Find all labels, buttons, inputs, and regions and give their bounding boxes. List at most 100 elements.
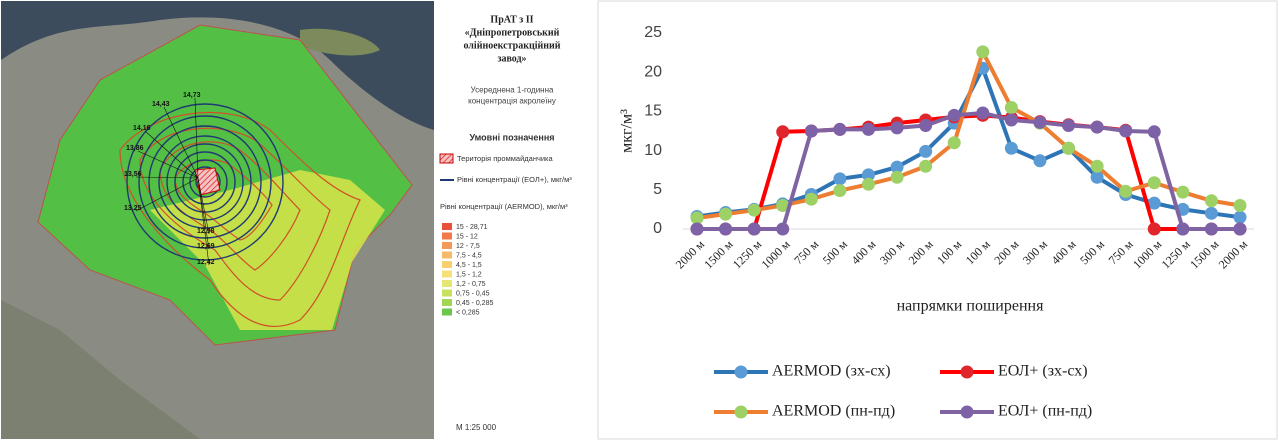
data-point [1148,176,1161,189]
data-point [1234,223,1247,236]
legend-item-label: 15 - 12 [456,233,478,240]
y-tick-label: 15 [644,103,662,120]
legend-item-label: 0,45 - 0,285 [456,300,493,307]
data-point [719,208,732,221]
y-axis-label: мкг/м³ [619,109,636,153]
data-point [1033,116,1046,129]
data-point [1005,114,1018,127]
contour-label: 12,42 [197,259,215,266]
data-point [1062,142,1075,155]
data-point [1091,160,1104,173]
data-point [976,106,989,119]
data-point [1234,199,1247,212]
legend-item-label: 7,5 - 4,5 [456,252,482,259]
legend-label: AERMOD (зх-сх) [772,363,891,380]
data-point [805,125,818,138]
legend-marker [735,406,748,419]
data-point [1205,223,1218,236]
data-point [1148,223,1161,236]
legend-swatch [442,261,452,268]
legend-label: AERMOD (пн-пд) [772,403,895,420]
data-point [1062,119,1075,132]
data-point [948,136,961,149]
data-point [1176,223,1189,236]
aermod-label: Рівні концентрації (AERMOD), мкг/м³ [440,202,568,211]
data-point [919,160,932,173]
data-point [1205,207,1218,220]
data-point [862,178,875,191]
legend-swatch [442,280,452,287]
legend-marker [961,406,974,419]
legend-swatch [442,252,452,259]
legend-item-label: < 0,285 [456,309,480,316]
y-tick-label: 25 [644,24,662,41]
map: 14,7314,4314,1613,8613,5613,2512,9812,69… [1,1,434,439]
data-point [1234,211,1247,224]
data-point [805,193,818,206]
data-point [1119,125,1132,138]
data-point [1176,186,1189,199]
legend-item-label: 4,5 - 1,5 [456,262,482,269]
legend-item-label: 1,5 - 1,2 [456,271,482,278]
data-point [719,223,732,236]
page: 14,7314,4314,1613,8613,5613,2512,9812,69… [0,0,1279,441]
data-point [1119,185,1132,198]
data-point [748,223,761,236]
y-tick-label: 20 [644,63,662,80]
legend-swatch [442,290,452,297]
data-point [1005,101,1018,114]
legend-label: ЕОЛ+ (зх-сх) [998,363,1088,380]
contour-label: 13,25 [124,205,142,212]
y-tick-label: 5 [653,181,662,198]
legend-marker [961,366,974,379]
legend-swatch [442,309,452,316]
data-point [948,109,961,122]
data-point [976,45,989,58]
site-swatch [440,154,453,163]
legend-item-label: 15 - 28,71 [456,224,488,231]
legend-swatch [442,271,452,278]
legend-title: Умовні позначення [469,132,554,142]
data-point [748,204,761,217]
data-point [891,121,904,134]
legend-item-label: 12 - 7,5 [456,243,480,250]
x-axis-label: напрямки поширення [897,298,1045,315]
contour-label: 12,69 [197,243,215,250]
data-point [691,223,704,236]
data-point [1205,194,1218,207]
site-label: Територія проммайданчика [457,154,554,163]
legend-marker [735,366,748,379]
y-tick-label: 0 [653,220,662,237]
contour-label: 14,16 [133,125,151,132]
map-title-text: ПрАТ з ІІ«Дніпропетровськийолійноекстрак… [463,15,560,65]
legend-swatch [442,233,452,240]
legend-items: 15 - 28,71 15 - 12 12 - 7,5 7,5 - 4,5 4,5 - … [442,223,493,316]
data-point [833,184,846,197]
eol-label: Рівні концентрації (ЕОЛ+), мкг/м³ [457,175,572,184]
data-point [833,172,846,185]
legend-item-label: 0,75 - 0,45 [456,290,490,297]
data-point [1033,154,1046,167]
data-point [1005,142,1018,155]
data-point [1148,125,1161,138]
y-tick-label: 10 [644,142,662,159]
data-point [833,123,846,136]
data-point [919,145,932,158]
legend-swatch [442,299,452,306]
legend-swatch [442,223,452,230]
data-point [919,119,932,132]
map-scale: М 1:25 000 [456,423,497,432]
data-point [776,125,789,138]
contour-label: 14,43 [152,101,170,108]
data-point [891,171,904,184]
data-point [1091,121,1104,134]
contour-label: 13,86 [126,145,144,152]
contour-label: 14,73 [183,92,201,99]
data-point [862,123,875,136]
legend-item-label: 1,2 - 0,75 [456,281,486,288]
legend-swatch [442,242,452,249]
